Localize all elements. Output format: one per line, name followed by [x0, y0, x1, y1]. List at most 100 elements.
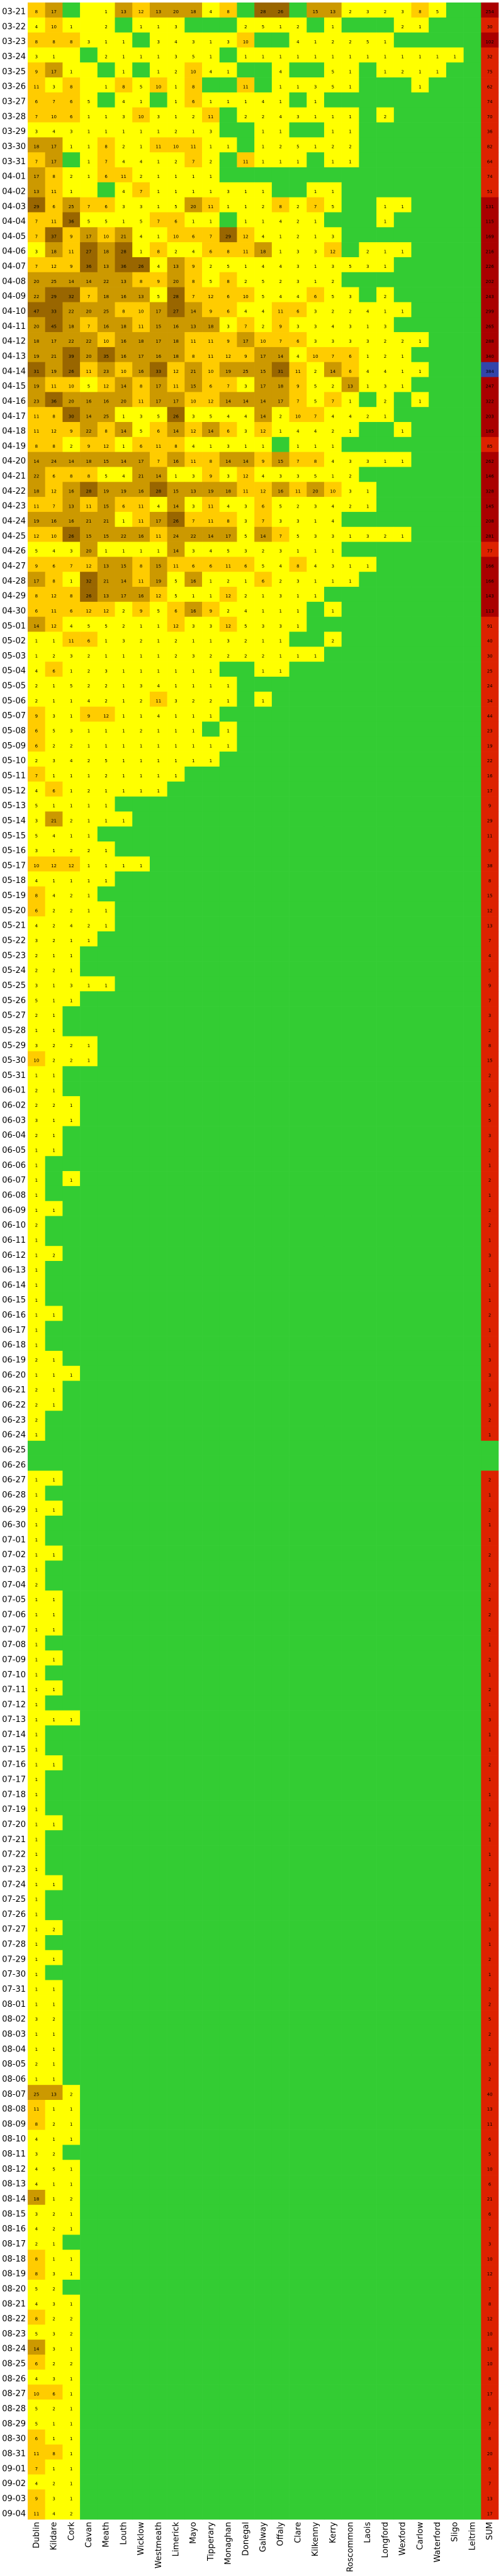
heatmap-cell: [97, 1291, 115, 1306]
heatmap-cell: [429, 1591, 447, 1606]
cell-value-label: 18: [138, 339, 144, 344]
heatmap-cell: [28, 257, 45, 273]
cell-value-label: 1: [122, 863, 125, 869]
sum-cell: [481, 197, 499, 213]
heatmap-cell: [115, 1365, 133, 1381]
heatmap-cell: [324, 1605, 342, 1621]
cell-value-label: 8: [488, 879, 491, 884]
cell-value-label: 1: [314, 189, 317, 194]
heatmap-cell: [115, 227, 133, 243]
heatmap-cell: [289, 1890, 307, 1906]
heatmap-cell: [393, 601, 412, 617]
cell-value-label: 33: [155, 369, 161, 374]
heatmap-cell: [45, 62, 63, 78]
heatmap-cell: [341, 736, 359, 752]
heatmap-cell: [167, 272, 185, 287]
heatmap-cell: [184, 1875, 203, 1890]
heatmap-cell: [289, 511, 307, 528]
heatmap-cell: [307, 752, 325, 767]
heatmap-cell: [219, 317, 237, 333]
cell-value-label: 1: [157, 25, 160, 30]
heatmap-cell: [62, 422, 81, 438]
cell-value-label: 1: [366, 504, 369, 509]
heatmap-cell: [446, 1126, 464, 1141]
cell-value-label: 1: [52, 639, 55, 644]
heatmap-cell: [307, 422, 325, 438]
heatmap-cell: [429, 1470, 447, 1486]
cell-value-label: 1: [192, 684, 194, 689]
cell-value-label: 1: [174, 758, 177, 763]
heatmap-cell: [254, 1440, 273, 1456]
cell-value-label: 6: [104, 174, 108, 179]
cell-value-label: 9: [488, 804, 491, 809]
heatmap-cell: [376, 3, 395, 18]
heatmap-cell: [149, 347, 167, 363]
cell-value-label: 3: [210, 624, 212, 629]
heatmap-cell: [289, 1680, 307, 1696]
heatmap-cell: [62, 1605, 81, 1621]
heatmap-cell: [80, 991, 98, 1007]
heatmap-cell: [324, 587, 342, 602]
heatmap-cell: [167, 1411, 185, 1426]
heatmap-cell: [149, 1920, 167, 1936]
heatmap-cell: [271, 17, 290, 33]
cell-value-label: 2: [122, 624, 125, 629]
heatmap-cell: [184, 1455, 203, 1471]
heatmap-cell: [307, 1755, 325, 1771]
heatmap-cell: [463, 197, 481, 213]
heatmap-cell: [254, 272, 273, 287]
heatmap-cell: [237, 916, 255, 932]
cell-value-label: 64: [487, 159, 493, 164]
cell-value-label: 17: [225, 534, 231, 539]
heatmap-cell: [463, 347, 481, 363]
cell-value-label: 5: [87, 384, 90, 389]
heatmap-cell: [341, 1785, 359, 1801]
cell-value-label: 1: [104, 984, 107, 989]
cell-value-label: 3: [244, 429, 247, 434]
heatmap-cell: [463, 1905, 481, 1921]
heatmap-cell: [149, 497, 167, 513]
cell-value-label: 11: [278, 309, 283, 314]
row-label: 07-07: [2, 1625, 26, 1635]
heatmap-cell: [132, 961, 150, 977]
heatmap-cell: [219, 1396, 237, 1411]
heatmap-cell: [202, 1111, 220, 1126]
cell-value-label: 1: [349, 69, 351, 74]
heatmap-cell: [28, 302, 45, 318]
row-label: 07-20: [2, 1820, 26, 1829]
heatmap-cell: [324, 392, 342, 408]
cell-value-label: 6: [140, 444, 143, 449]
cell-value-label: 6: [122, 504, 125, 509]
heatmap-cell: [307, 392, 325, 408]
heatmap-cell: [341, 811, 359, 827]
cell-value-label: 3: [488, 1718, 491, 1723]
heatmap-cell: [359, 511, 377, 528]
heatmap-cell: [219, 1485, 237, 1501]
heatmap-cell: [341, 1665, 359, 1681]
cell-value-label: 19: [121, 489, 127, 494]
heatmap-cell: [341, 227, 359, 243]
heatmap-cell: [307, 1350, 325, 1367]
cell-value-label: 4: [157, 504, 160, 509]
heatmap-cell: [202, 197, 220, 213]
cell-value-label: 16: [138, 594, 144, 599]
heatmap-cell: [307, 1635, 325, 1651]
cell-value-label: 1: [52, 848, 55, 853]
cell-value-label: 10: [243, 294, 249, 299]
row-label: 07-26: [2, 1910, 26, 1919]
heatmap-cell: [271, 946, 290, 962]
heatmap-cell: [341, 1680, 359, 1696]
heatmap-cell: [219, 287, 237, 303]
heatmap-cell: [411, 1980, 429, 1996]
heatmap-cell: [184, 1365, 203, 1381]
heatmap-cell: [45, 107, 63, 123]
cell-value-label: 1: [210, 145, 212, 150]
cell-value-label: 1: [488, 1343, 491, 1348]
heatmap-cell: [97, 1725, 115, 1741]
heatmap-cell: [376, 1725, 395, 1741]
row-label: 06-18: [2, 1341, 26, 1350]
heatmap-cell: [307, 871, 325, 887]
heatmap-cell: [463, 1291, 481, 1306]
heatmap-cell: [307, 287, 325, 303]
heatmap-cell: [411, 1665, 429, 1681]
